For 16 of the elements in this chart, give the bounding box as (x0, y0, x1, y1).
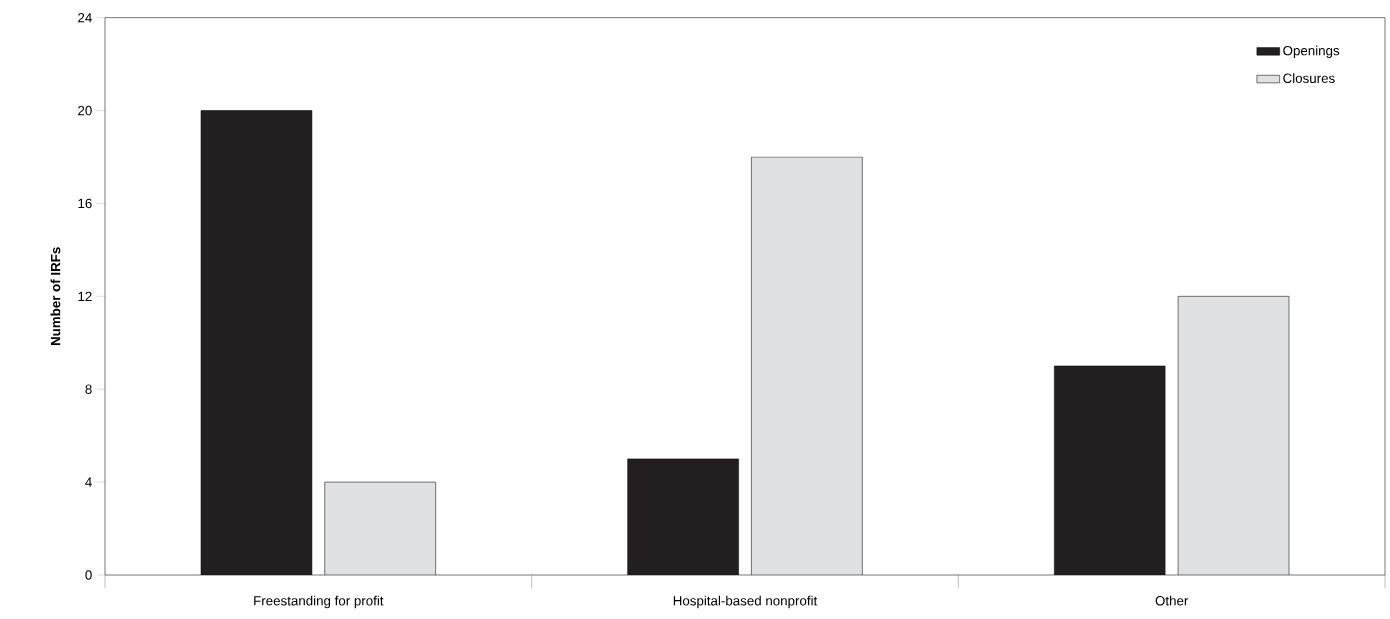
bar (627, 458, 739, 575)
y-tick-label: 16 (78, 198, 92, 209)
bar (200, 110, 313, 575)
x-tick-label: Other (1155, 595, 1189, 606)
x-tick-label: Freestanding for profit (254, 595, 384, 609)
y-tick-label: 4 (85, 477, 92, 487)
y-tick-label: 8 (85, 384, 92, 394)
y-tick-label: 24 (78, 13, 92, 23)
y-tick-label: 20 (78, 105, 92, 116)
bar (1054, 365, 1166, 575)
y-tick-label: 12 (78, 291, 92, 301)
legend-label: Closures (1283, 73, 1335, 84)
x-tick-label: Hospital-based nonprofit (673, 595, 818, 609)
y-tick-label: 0 (85, 570, 92, 580)
y-axis-title: Number of IRFs (50, 247, 61, 346)
legend-label: Openings (1283, 45, 1340, 58)
